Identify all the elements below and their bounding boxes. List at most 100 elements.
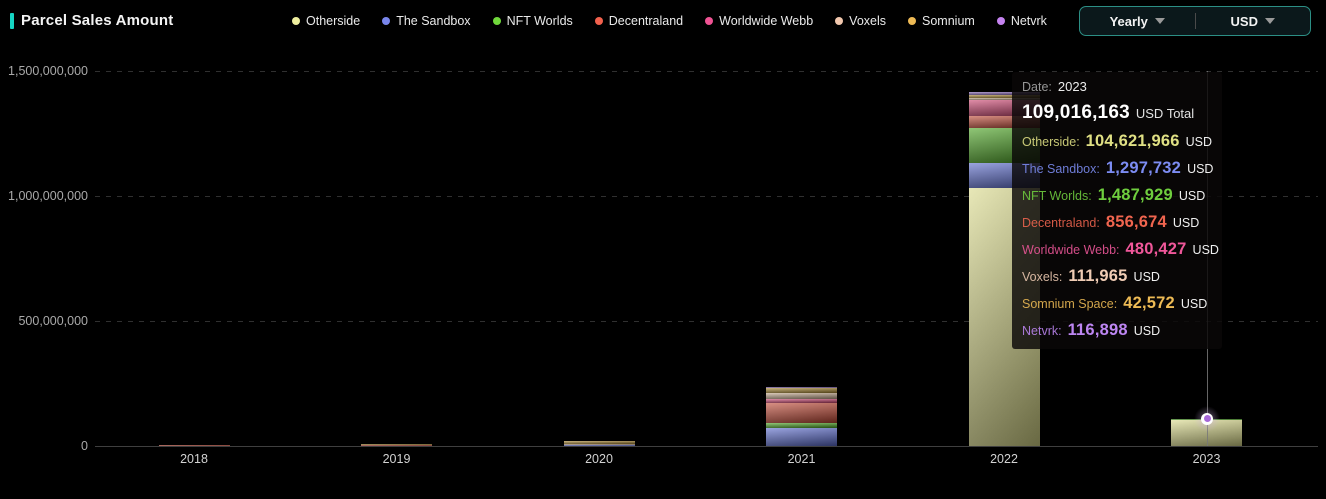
bar-2018[interactable]: [158, 445, 230, 446]
legend-item-worldwide-webb[interactable]: Worldwide Webb: [705, 14, 813, 28]
title-wrap: Parcel Sales Amount: [10, 12, 173, 29]
bar-segment-the-sandbox[interactable]: [563, 445, 635, 446]
tooltip-row-label: NFT Worlds:: [1022, 189, 1092, 203]
bar-segment-the-sandbox[interactable]: [766, 427, 837, 446]
tooltip-row-decentraland-: Decentraland: 856,674 USD: [1022, 213, 1212, 232]
gridline: [95, 71, 1318, 72]
tooltip-row-value: 1,487,929: [1097, 186, 1173, 204]
gridline: [95, 321, 1318, 322]
x-axis-label: 2019: [382, 452, 411, 466]
bar-2021[interactable]: [766, 387, 837, 446]
chevron-down-icon: [1154, 18, 1165, 24]
y-axis-label: 1,000,000,000: [8, 189, 88, 203]
legend-dot-icon: [996, 17, 1005, 25]
page-title: Parcel Sales Amount: [21, 12, 174, 29]
chart-header: Parcel Sales Amount Otherside The Sandbox…: [0, 0, 1326, 42]
tooltip-row-otherside-: Otherside: 104,621,966 USD: [1022, 132, 1212, 151]
tooltip-row-worldwide-webb-: Worldwide Webb: 480,427 USD: [1022, 240, 1219, 259]
legend-item-the-sandbox[interactable]: The Sandbox: [382, 14, 471, 28]
legend-item-somnium[interactable]: Somnium: [908, 14, 975, 28]
tooltip-row-suffix: USD: [1133, 324, 1161, 338]
legend-label: Voxels: [849, 14, 887, 28]
bar-segment-decentraland[interactable]: [766, 402, 837, 423]
bar-segment-worldwide-webb[interactable]: [766, 399, 837, 403]
bar-segment-voxels[interactable]: [563, 444, 635, 445]
period-dropdown-label: Yearly: [1109, 13, 1148, 29]
y-axis-label: 0: [81, 439, 88, 453]
legend-label: Netvrk: [1010, 14, 1047, 28]
legend-label: Decentraland: [608, 14, 684, 28]
legend-item-decentraland[interactable]: Decentraland: [594, 14, 684, 28]
legend-label: Somnium: [922, 14, 975, 28]
chevron-down-icon: [1264, 18, 1275, 24]
tooltip-row-suffix: USD: [1178, 189, 1206, 203]
legend-dot-icon: [292, 17, 300, 25]
tooltip-date-row: Date: 2023: [1022, 79, 1212, 94]
legend-dot-icon: [835, 17, 844, 25]
tooltip-row-label: Somnium Space:: [1022, 297, 1118, 311]
tooltip-row-value: 480,427: [1125, 240, 1187, 258]
hover-marker: [1201, 412, 1213, 425]
bar-segment-decentraland[interactable]: [158, 445, 230, 446]
currency-dropdown[interactable]: USD: [1196, 14, 1311, 29]
legend-label: NFT Worlds: [506, 14, 573, 28]
bar-segment-decentraland[interactable]: [563, 444, 635, 445]
bar-segment-decentraland[interactable]: [361, 445, 432, 446]
tooltip-row-value: 1,297,732: [1105, 159, 1182, 177]
tooltip-row-the-sandbox-: The Sandbox: 1,297,732 USD: [1022, 159, 1214, 178]
tooltip-date-label: Date:: [1022, 80, 1052, 94]
bar-segment-netvrk[interactable]: [766, 387, 837, 388]
legend-dot-icon: [705, 17, 714, 25]
tooltip-row-somnium-space-: Somnium Space: 42,572 USD: [1022, 294, 1212, 313]
x-axis-label: 2022: [990, 452, 1018, 466]
legend-label: The Sandbox: [396, 14, 471, 28]
x-axis-label: 2023: [1192, 452, 1221, 466]
tooltip-row-suffix: USD: [1172, 216, 1200, 230]
tooltip-row-value: 116,898: [1067, 321, 1128, 339]
legend-item-voxels[interactable]: Voxels: [835, 14, 886, 28]
x-axis-label: 2021: [787, 452, 816, 466]
chart-controls: Yearly USD: [1079, 6, 1311, 36]
tooltip-row-value: 42,572: [1123, 294, 1175, 312]
bar-segment-somnium[interactable]: [766, 388, 837, 393]
tooltip-row-suffix: USD: [1192, 243, 1219, 257]
legend-item-nft-worlds[interactable]: NFT Worlds: [492, 14, 573, 28]
bar-segment-voxels[interactable]: [361, 444, 432, 445]
bar-2020[interactable]: [563, 441, 635, 446]
legend-label: Worldwide Webb: [719, 14, 814, 28]
legend-dot-icon: [594, 17, 603, 25]
legend-item-otherside[interactable]: Otherside: [292, 14, 360, 28]
tooltip-row-label: Voxels:: [1022, 270, 1063, 284]
tooltip-row-netvrk-: Netvrk: 116,898 USD: [1022, 321, 1212, 340]
bar-segment-voxels[interactable]: [766, 393, 837, 399]
legend-label: Otherside: [306, 14, 361, 28]
tooltip-total-value: 109,016,163: [1022, 102, 1130, 123]
tooltip-series-rows: Otherside: 104,621,966 USD The Sandbox: 1,29…: [1022, 132, 1219, 340]
controls-divider: [1194, 13, 1196, 29]
bar-segment-netvrk[interactable]: [968, 92, 1040, 95]
gridline: [95, 196, 1318, 197]
tooltip-row-label: The Sandbox:: [1022, 162, 1100, 176]
tooltip-row-suffix: USD: [1187, 162, 1214, 176]
legend-item-netvrk[interactable]: Netvrk: [996, 14, 1047, 28]
hover-marker-dot: [1203, 415, 1211, 423]
title-accent-bar: [10, 12, 14, 29]
tooltip-row-suffix: USD: [1180, 297, 1208, 311]
bar-2019[interactable]: [361, 443, 432, 446]
tooltip-row-nft-worlds-: NFT Worlds: 1,487,929 USD: [1022, 186, 1212, 205]
tooltip-row-label: Decentraland:: [1022, 216, 1100, 230]
x-axis-label: 2018: [180, 452, 208, 466]
tooltip-row-value: 111,965: [1068, 267, 1128, 285]
bar-segment-somnium[interactable]: [563, 441, 635, 444]
bar-segment-nft-worlds[interactable]: [766, 422, 837, 428]
bar-segment-somnium[interactable]: [968, 95, 1040, 98]
tooltip-row-label: Netvrk:: [1022, 324, 1062, 338]
tooltip-row-value: 856,674: [1105, 213, 1167, 231]
legend-dot-icon: [908, 17, 917, 25]
bar-segment-somnium[interactable]: [361, 443, 432, 445]
tooltip-total-suffix: USD Total: [1135, 106, 1195, 121]
bar-segment-voxels[interactable]: [968, 98, 1040, 100]
period-dropdown[interactable]: Yearly: [1080, 14, 1195, 29]
